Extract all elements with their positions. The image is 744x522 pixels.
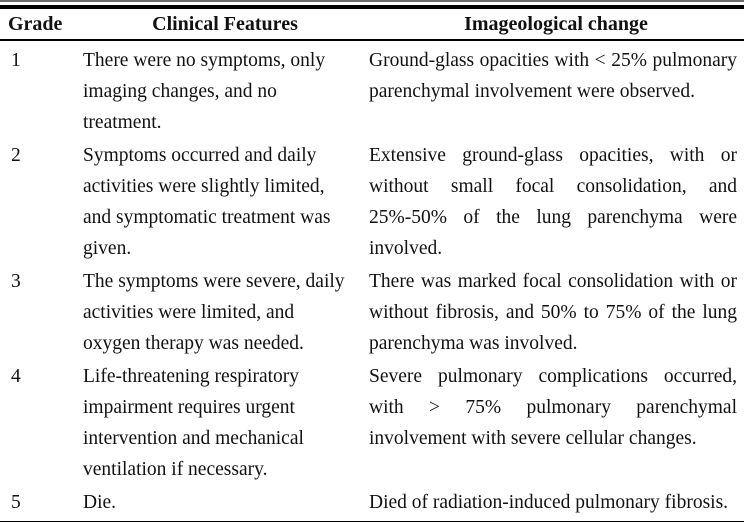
grade-cell: 2 [11, 145, 21, 166]
clinical-features-cell: Symptoms occurred and daily activities w… [83, 145, 331, 259]
grade-cell: 5 [11, 492, 21, 513]
table-body: 1 There were no symptoms, only imaging c… [0, 40, 744, 522]
clinical-features-cell: Die. [83, 492, 117, 513]
top-outer-rule [0, 0, 744, 2]
imageological-change-cell: Ground-glass opacities with < 25% pulmon… [369, 50, 737, 102]
grade-cell: 3 [11, 271, 21, 292]
clinical-features-cell: Life-threatening respiratory impairment … [83, 366, 304, 480]
column-header-grade: Grade [0, 7, 82, 41]
pneumonitis-grading-table: Grade Clinical Features Imageological ch… [0, 5, 744, 522]
table-header: Grade Clinical Features Imageological ch… [0, 7, 744, 41]
imageological-change-cell: There was marked focal consolidation wit… [369, 271, 737, 354]
clinical-features-cell: The symptoms were severe, daily activiti… [83, 271, 345, 354]
grade-cell: 4 [11, 366, 21, 387]
grade-cell: 1 [11, 50, 21, 71]
table-row: 2 Symptoms occurred and daily activities… [0, 138, 744, 264]
column-header-clinical-features: Clinical Features [82, 7, 368, 41]
table-row: 1 There were no symptoms, only imaging c… [0, 40, 744, 138]
table-row: 3 The symptoms were severe, daily activi… [0, 264, 744, 359]
imageological-change-cell: Severe pulmonary complications occurred,… [369, 366, 737, 449]
header-row: Grade Clinical Features Imageological ch… [0, 7, 744, 41]
table-row: 4 Life-threatening respiratory impairmen… [0, 359, 744, 485]
clinical-features-cell: There were no symptoms, only imaging cha… [83, 50, 326, 133]
column-header-imageological-change: Imageological change [368, 7, 744, 41]
imageological-change-cell: Died of radiation-induced pulmonary fibr… [369, 492, 729, 513]
imageological-change-cell: Extensive ground-glass opacities, with o… [369, 145, 737, 259]
table-row: 5 Die. Died of radiation-induced pulmona… [0, 485, 744, 522]
